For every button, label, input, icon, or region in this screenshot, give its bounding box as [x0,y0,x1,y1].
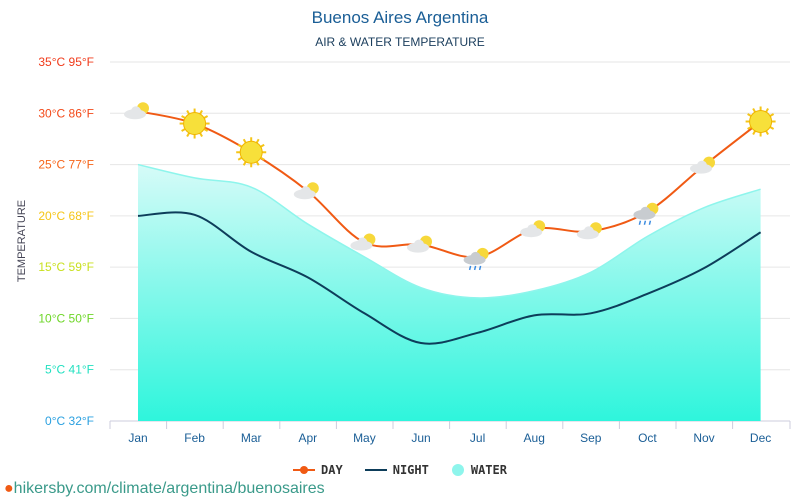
partly-cloudy-icon [350,233,376,251]
y-axis-label: TEMPERATURE [16,200,28,282]
night-line [137,211,762,345]
y-tick-label: 5°C 41°F [45,363,94,377]
x-tick-label: Nov [693,431,714,445]
rain-icon [463,247,489,271]
y-tick-label: 20°C 68°F [38,209,94,223]
sun-icon [236,137,267,168]
x-tick-label: Jan [128,431,147,445]
chart-subtitle: AIR & WATER TEMPERATURE [315,35,485,49]
x-tick-label: Jun [411,431,430,445]
x-tick-label: Apr [298,431,317,445]
y-tick-label: 0°C 32°F [45,414,94,428]
water-area [138,164,761,422]
chart-title: Buenos Aires Argentina [311,8,489,27]
legend-night-label: NIGHT [392,463,429,477]
legend: DAY NIGHT WATER [0,463,800,477]
water-legend-icon [451,464,464,476]
x-tick-label: Jul [470,431,485,445]
y-tick-label: 30°C 86°F [38,106,94,120]
x-tick-label: May [353,431,376,445]
x-tick-label: Mar [241,431,262,445]
legend-night[interactable]: NIGHT [364,463,429,477]
footer-url: hikersby.com/climate/argentina/buenosair… [13,480,325,497]
partly-cloudy-icon [576,222,602,240]
x-tick-label: Aug [524,431,545,445]
partly-cloudy-icon [407,235,432,253]
night-legend-icon [364,469,387,471]
y-tick-label: 25°C 77°F [38,158,94,172]
x-tick-label: Sep [580,431,602,445]
y-tick-label: 35°C 95°F [38,55,94,69]
x-tick-label: Dec [750,431,771,445]
legend-water-label: WATER [470,463,507,477]
partly-cloudy-icon [520,220,546,238]
sun-icon [745,106,776,137]
day-legend-icon [293,466,316,474]
partly-cloudy-icon [293,182,319,200]
legend-day-label: DAY [321,463,343,477]
footer-link[interactable]: ●hikersby.com/climate/argentina/buenosai… [4,480,325,498]
y-tick-label: 10°C 50°F [38,311,94,325]
water-line [137,163,761,299]
pin-icon: ● [4,480,14,497]
rain-icon [633,202,659,225]
legend-day[interactable]: DAY [293,463,343,477]
x-tick-label: Oct [638,431,657,445]
legend-water[interactable]: WATER [451,463,507,477]
sun-icon [179,108,210,139]
partly-cloudy-icon [124,102,149,120]
y-tick-label: 15°C 59°F [38,260,94,274]
x-tick-label: Feb [184,431,205,445]
partly-cloudy-icon [690,156,715,174]
